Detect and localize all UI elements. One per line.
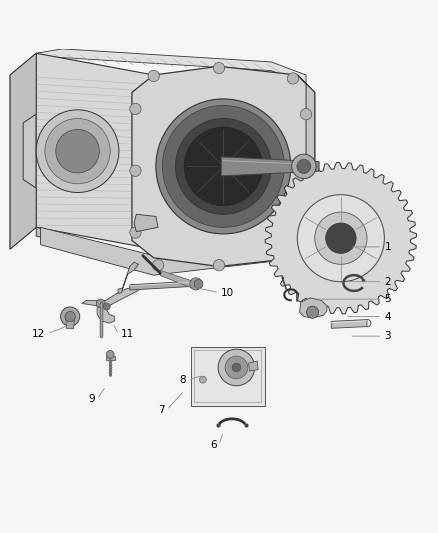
Text: 2: 2 — [385, 277, 391, 287]
Polygon shape — [130, 281, 197, 290]
Circle shape — [176, 118, 271, 214]
Circle shape — [65, 311, 75, 322]
Polygon shape — [82, 286, 138, 323]
Text: 1: 1 — [385, 242, 391, 252]
Circle shape — [199, 376, 206, 383]
Circle shape — [194, 279, 203, 288]
Circle shape — [225, 356, 248, 379]
Polygon shape — [66, 317, 74, 329]
Polygon shape — [331, 320, 367, 328]
Text: 11: 11 — [121, 329, 134, 339]
Circle shape — [156, 99, 291, 234]
Circle shape — [130, 165, 141, 176]
Circle shape — [152, 260, 164, 271]
Polygon shape — [10, 53, 36, 249]
Circle shape — [297, 159, 311, 173]
Polygon shape — [297, 75, 315, 258]
Bar — [194, 351, 261, 402]
Polygon shape — [10, 53, 36, 249]
Text: 4: 4 — [385, 312, 391, 321]
Circle shape — [297, 195, 385, 282]
Text: 8: 8 — [180, 375, 186, 385]
Polygon shape — [134, 214, 158, 232]
Circle shape — [307, 306, 319, 318]
Circle shape — [232, 363, 241, 372]
Polygon shape — [36, 53, 154, 249]
Circle shape — [287, 73, 299, 84]
Circle shape — [213, 62, 225, 74]
Circle shape — [60, 307, 80, 326]
Circle shape — [190, 278, 202, 290]
Polygon shape — [249, 361, 258, 371]
Text: 9: 9 — [88, 394, 95, 404]
Circle shape — [315, 212, 367, 264]
Polygon shape — [118, 262, 138, 294]
Polygon shape — [36, 49, 306, 84]
Circle shape — [45, 118, 110, 184]
Circle shape — [162, 106, 284, 228]
Polygon shape — [160, 270, 199, 287]
Circle shape — [96, 299, 105, 308]
Text: 12: 12 — [32, 329, 45, 339]
Circle shape — [184, 127, 262, 206]
Circle shape — [325, 223, 356, 254]
Polygon shape — [36, 228, 315, 266]
Circle shape — [300, 109, 312, 120]
Circle shape — [218, 349, 254, 386]
Circle shape — [292, 154, 316, 179]
Text: 7: 7 — [158, 405, 165, 415]
Polygon shape — [221, 157, 319, 176]
Circle shape — [56, 130, 99, 173]
Circle shape — [287, 251, 299, 263]
Text: 10: 10 — [221, 288, 234, 297]
Polygon shape — [41, 228, 284, 275]
Polygon shape — [132, 66, 315, 266]
Circle shape — [130, 227, 141, 238]
Circle shape — [300, 165, 312, 176]
Circle shape — [300, 222, 312, 233]
Text: 3: 3 — [385, 331, 391, 341]
Circle shape — [103, 303, 110, 310]
Circle shape — [106, 351, 114, 358]
Circle shape — [148, 70, 159, 82]
Polygon shape — [300, 298, 327, 318]
Circle shape — [213, 260, 225, 271]
Polygon shape — [106, 356, 115, 360]
Text: 5: 5 — [385, 294, 391, 304]
Bar — [191, 347, 265, 406]
Circle shape — [36, 110, 119, 192]
Polygon shape — [265, 163, 417, 314]
Circle shape — [130, 103, 141, 115]
Text: 6: 6 — [210, 440, 217, 450]
